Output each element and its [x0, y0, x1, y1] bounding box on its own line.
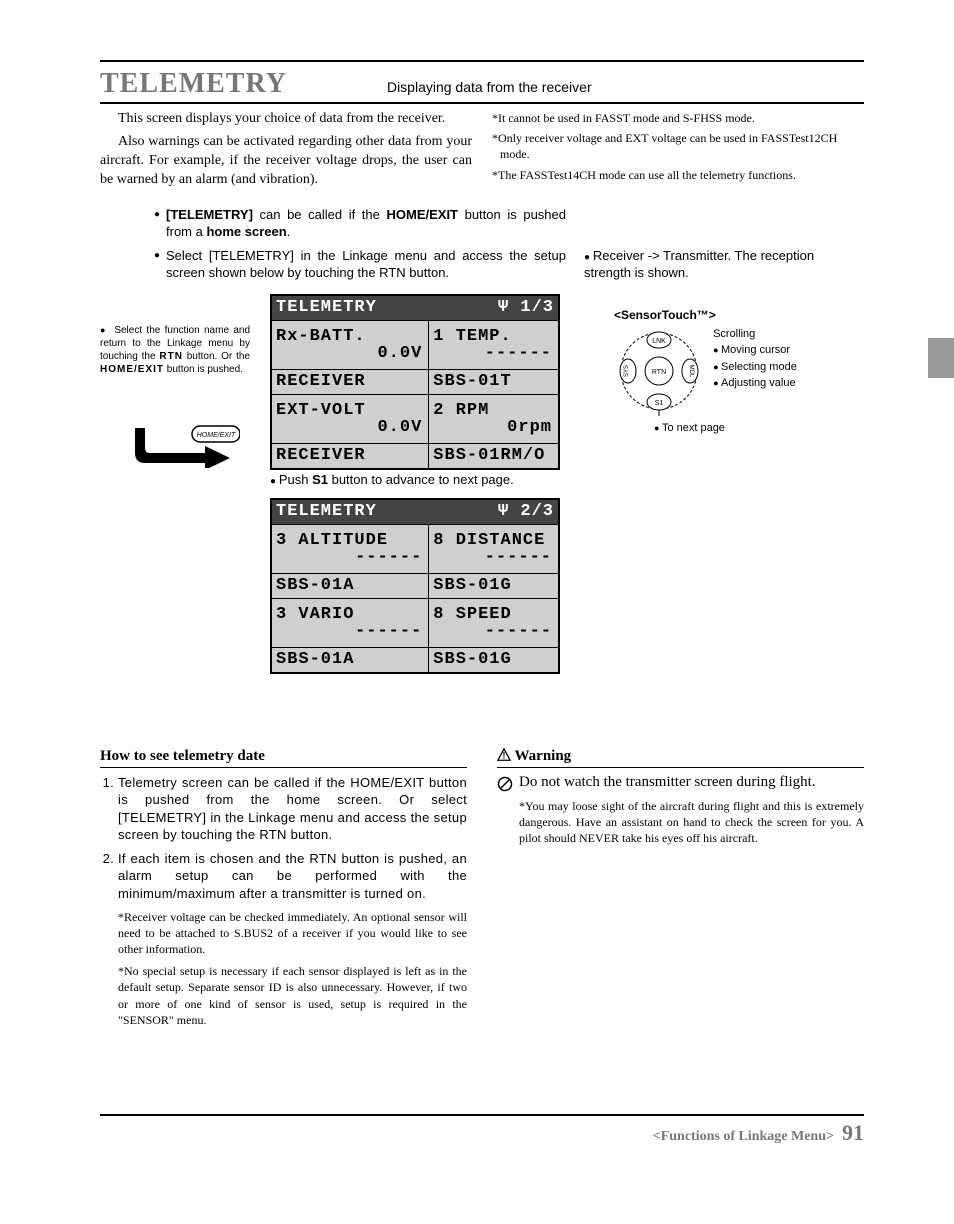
sensortouch-area: <SensorTouch™> LNK SYS MDL S1 RTN: [614, 308, 864, 434]
howto-title: How to see telemetry date: [100, 748, 467, 768]
lcd1-title: TELEMETRY: [272, 296, 429, 320]
lcd-telemetry-page-1: TELEMETRY Ψ 1/3 Rx-BATT.0.0V 1 TEMP.----…: [270, 294, 560, 470]
lcd2-vario-value: ------: [355, 623, 422, 640]
lcd2-sbs01a-2: SBS-01A: [272, 648, 429, 672]
lcd2-altitude-label: 3 ALTITUDE: [276, 532, 422, 549]
footer-page-number: 91: [842, 1120, 864, 1145]
sensortouch-dial-icon: LNK SYS MDL S1 RTN: [614, 326, 704, 416]
svg-text:RTN: RTN: [652, 369, 666, 376]
lcd2-altitude-value: ------: [355, 549, 422, 566]
page-edge-tab: [928, 338, 954, 378]
svg-text:LNK: LNK: [652, 338, 666, 345]
sensor-selecting-mode: Selecting mode: [713, 359, 797, 376]
lcd1-extvolt-label: EXT-VOLT: [276, 402, 422, 419]
lcd2-distance-label: 8 DISTANCE: [433, 532, 552, 549]
lcd2-sbs01g-1: SBS-01G: [429, 574, 558, 598]
page-subtitle: Displaying data from the receiver: [387, 79, 592, 95]
warning-title: ! Warning: [497, 748, 864, 768]
warning-triangle-icon: !: [497, 748, 511, 762]
lcd1-sbs01rm: SBS-01RM/O: [429, 444, 558, 468]
sensor-scrolling-label: Scrolling: [713, 326, 797, 343]
prohibit-icon: [497, 776, 513, 792]
svg-text:S1: S1: [655, 400, 664, 407]
howto-step-2: If each item is chosen and the RTN butto…: [118, 850, 467, 903]
bullet-select-telemetry: Select [TELEMETRY] in the Linkage menu a…: [154, 247, 566, 282]
sensor-to-next-page: To next page: [654, 422, 864, 434]
home-exit-arrow-icon: HOME/EXIT: [130, 418, 240, 468]
lcd2-title: TELEMETRY: [272, 500, 429, 524]
lcd1-rpm-value: 0rpm: [507, 419, 552, 436]
warning-footnote: *You may loose sight of the aircraft dur…: [519, 798, 864, 847]
footer-section: <Functions of Linkage Menu>: [653, 1129, 834, 1144]
intro-paragraph-2: Also warnings can be activated regarding…: [100, 133, 472, 190]
sensor-moving-cursor: Moving cursor: [713, 342, 797, 359]
antenna-icon: Ψ: [498, 502, 509, 521]
intro-note-2: *Only receiver voltage and EXT voltage c…: [492, 130, 864, 162]
lcd2-sbs01g-2: SBS-01G: [429, 648, 558, 672]
intro-note-1: *It cannot be used in FASST mode and S-F…: [492, 110, 864, 126]
antenna-icon: Ψ: [498, 298, 509, 317]
lcd1-rxbatt-label: Rx-BATT.: [276, 328, 422, 345]
lcd1-rpm-label: 2 RPM: [433, 402, 552, 419]
lcd1-extvolt-value: 0.0V: [377, 419, 422, 436]
page-footer: <Functions of Linkage Menu> 91: [100, 1114, 864, 1146]
push-s1-note: Push S1 button to advance to next page.: [270, 472, 514, 487]
page-header: TELEMETRY Displaying data from the recei…: [100, 68, 864, 104]
svg-text:HOME/EXIT: HOME/EXIT: [197, 432, 236, 439]
howto-step-1: Telemetry screen can be called if the HO…: [118, 774, 467, 844]
svg-text:!: !: [503, 750, 506, 760]
lcd2-sbs01a-1: SBS-01A: [272, 574, 429, 598]
lcd1-temp-value: ------: [485, 345, 552, 362]
warning-body: Do not watch the transmitter screen duri…: [497, 774, 864, 792]
function-name-note: Select the function name and return to t…: [100, 324, 250, 376]
howto-footnote-2: *No special setup is necessary if each s…: [118, 963, 467, 1028]
svg-text:SYS: SYS: [624, 365, 630, 377]
lcd1-receiver-2: RECEIVER: [272, 444, 429, 468]
lcd1-temp-label: 1 TEMP.: [433, 328, 552, 345]
page-title: TELEMETRY: [100, 68, 287, 100]
lcd1-receiver-1: RECEIVER: [272, 370, 429, 394]
lcd-telemetry-page-2: TELEMETRY Ψ 2/3 3 ALTITUDE------ 8 DISTA…: [270, 498, 560, 674]
intro-note-3: *The FASSTest14CH mode can use all the t…: [492, 167, 864, 183]
lcd2-distance-value: ------: [485, 549, 552, 566]
svg-text:MDL: MDL: [688, 364, 694, 377]
lcd2-speed-value: ------: [485, 623, 552, 640]
sensortouch-title: <SensorTouch™>: [614, 308, 864, 322]
bullet-home-exit: [TELEMETRY] can be called if the HOME/EX…: [154, 206, 566, 241]
lcd1-rxbatt-value: 0.0V: [377, 345, 422, 362]
sensor-adjusting-value: Adjusting value: [713, 375, 797, 392]
lcd2-vario-label: 3 VARIO: [276, 606, 422, 623]
lcd2-page: 2/3: [520, 502, 554, 521]
lcd1-page: 1/3: [520, 298, 554, 317]
receiver-strength-note: Receiver -> Transmitter. The reception s…: [584, 248, 844, 282]
howto-footnote-1: *Receiver voltage can be checked immedia…: [118, 909, 467, 958]
lcd2-speed-label: 8 SPEED: [433, 606, 552, 623]
lcd1-sbs01t: SBS-01T: [429, 370, 558, 394]
intro-paragraph-1: This screen displays your choice of data…: [100, 110, 472, 129]
